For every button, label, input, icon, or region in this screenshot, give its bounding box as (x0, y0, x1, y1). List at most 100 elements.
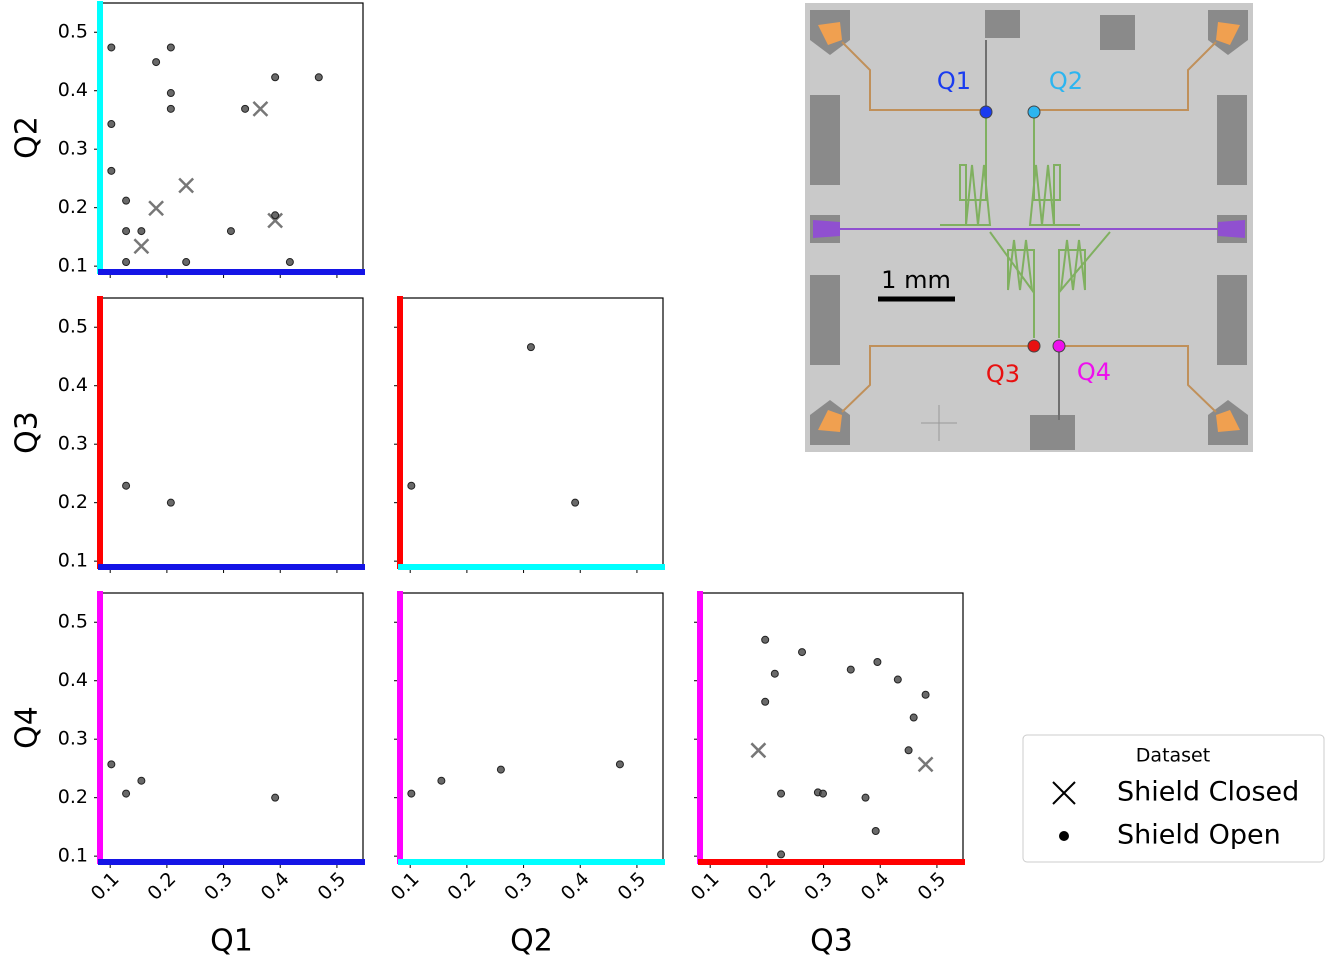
x-tick-label: 0.3 (800, 868, 837, 905)
chip-ports (818, 22, 1240, 432)
y-tick-label: 0.5 (58, 21, 88, 43)
qubit-label: Q2 (1049, 67, 1083, 95)
plot-area (399, 297, 664, 568)
legend-label: Shield Open (1117, 820, 1281, 851)
point (904, 746, 913, 755)
point (437, 776, 446, 785)
scale-bar-label: 1 mm (881, 266, 951, 294)
point (893, 675, 902, 684)
y-tick-label: 0.3 (58, 728, 88, 750)
point (122, 481, 131, 490)
point (271, 211, 280, 220)
point (873, 658, 882, 667)
x-tick-label: 0.2 (443, 868, 480, 905)
y-tick-label: 0.2 (58, 491, 88, 513)
qubit-dot (1027, 105, 1041, 119)
y-axis-label: Q2 (10, 116, 45, 159)
qubit-dot (1052, 339, 1066, 353)
legend-label: Shield Closed (1117, 777, 1299, 808)
chip-port (1218, 220, 1245, 238)
point (761, 635, 770, 644)
point (750, 742, 767, 759)
point (798, 648, 807, 657)
x-tick-label: 0.2 (743, 868, 780, 905)
x-tick-label: 0.3 (200, 868, 237, 905)
x-tick-label: 0.1 (87, 868, 124, 905)
point (770, 669, 779, 678)
y-tick-label: 0.1 (58, 550, 88, 572)
x-axis-label: Q1 (210, 924, 253, 959)
x-tick-label: 0.5 (613, 868, 650, 905)
point (917, 756, 934, 773)
legend-marker (1059, 831, 1069, 841)
point (285, 258, 294, 267)
point (148, 200, 164, 217)
x-tick-label: 0.4 (857, 868, 894, 905)
x-tick-label: 0.4 (557, 868, 594, 905)
legend-box (1022, 734, 1325, 863)
point (267, 212, 284, 229)
plot-area (399, 592, 664, 863)
chip-resonators (940, 118, 1111, 338)
point (252, 100, 269, 117)
point (526, 343, 535, 352)
y-tick-label: 0.4 (58, 79, 88, 101)
plot-area (99, 297, 364, 568)
y-tick-label: 0.1 (58, 845, 88, 867)
point (137, 227, 146, 236)
y-tick-label: 0.2 (58, 196, 88, 218)
point (166, 498, 175, 507)
x-tick-label: 0.4 (257, 868, 294, 905)
x-axis-label: Q3 (810, 924, 853, 959)
point (122, 196, 131, 205)
x-tick-label: 0.1 (387, 868, 424, 905)
chip-image: 1 mm Q1 Q2 Q3 Q4 (805, 3, 1253, 452)
point (818, 789, 827, 798)
point (909, 713, 918, 722)
legend: Dataset Shield Closed Shield Open (1022, 734, 1325, 863)
y-tick-label: 0.3 (58, 433, 88, 455)
point (107, 760, 116, 769)
point (846, 665, 855, 674)
point (407, 789, 416, 798)
point (271, 73, 280, 82)
qubit-label: Q3 (986, 360, 1020, 388)
point (178, 177, 195, 194)
chip-background (805, 3, 1253, 452)
y-tick-label: 0.5 (58, 316, 88, 338)
chip-lines (841, 41, 1217, 413)
qubit-dot (979, 105, 993, 119)
legend-title: Dataset (1136, 745, 1210, 767)
point (182, 258, 191, 267)
qubit-dot (1027, 339, 1041, 353)
point (571, 498, 580, 507)
point (166, 43, 175, 52)
point (226, 227, 235, 236)
point (861, 793, 870, 802)
x-tick-label: 0.5 (913, 868, 950, 905)
point (777, 850, 786, 859)
point (137, 776, 146, 785)
x-tick-label: 0.5 (313, 868, 350, 905)
point (152, 58, 161, 67)
point (314, 73, 323, 82)
x-axis-label: Q2 (510, 924, 553, 959)
legend-marker (1052, 781, 1076, 805)
point (777, 789, 786, 798)
y-tick-label: 0.1 (58, 255, 88, 277)
point (615, 760, 624, 769)
point (107, 43, 116, 52)
chip-port (813, 220, 840, 238)
qubit-label: Q1 (937, 67, 971, 95)
point (496, 765, 505, 774)
y-tick-label: 0.3 (58, 138, 88, 160)
point (871, 827, 880, 836)
plot-area (699, 592, 964, 863)
point (166, 104, 175, 113)
point (133, 238, 150, 255)
qubit-label: Q4 (1077, 358, 1111, 386)
point (122, 789, 131, 798)
x-tick-label: 0.1 (687, 868, 724, 905)
x-tick-label: 0.3 (500, 868, 537, 905)
